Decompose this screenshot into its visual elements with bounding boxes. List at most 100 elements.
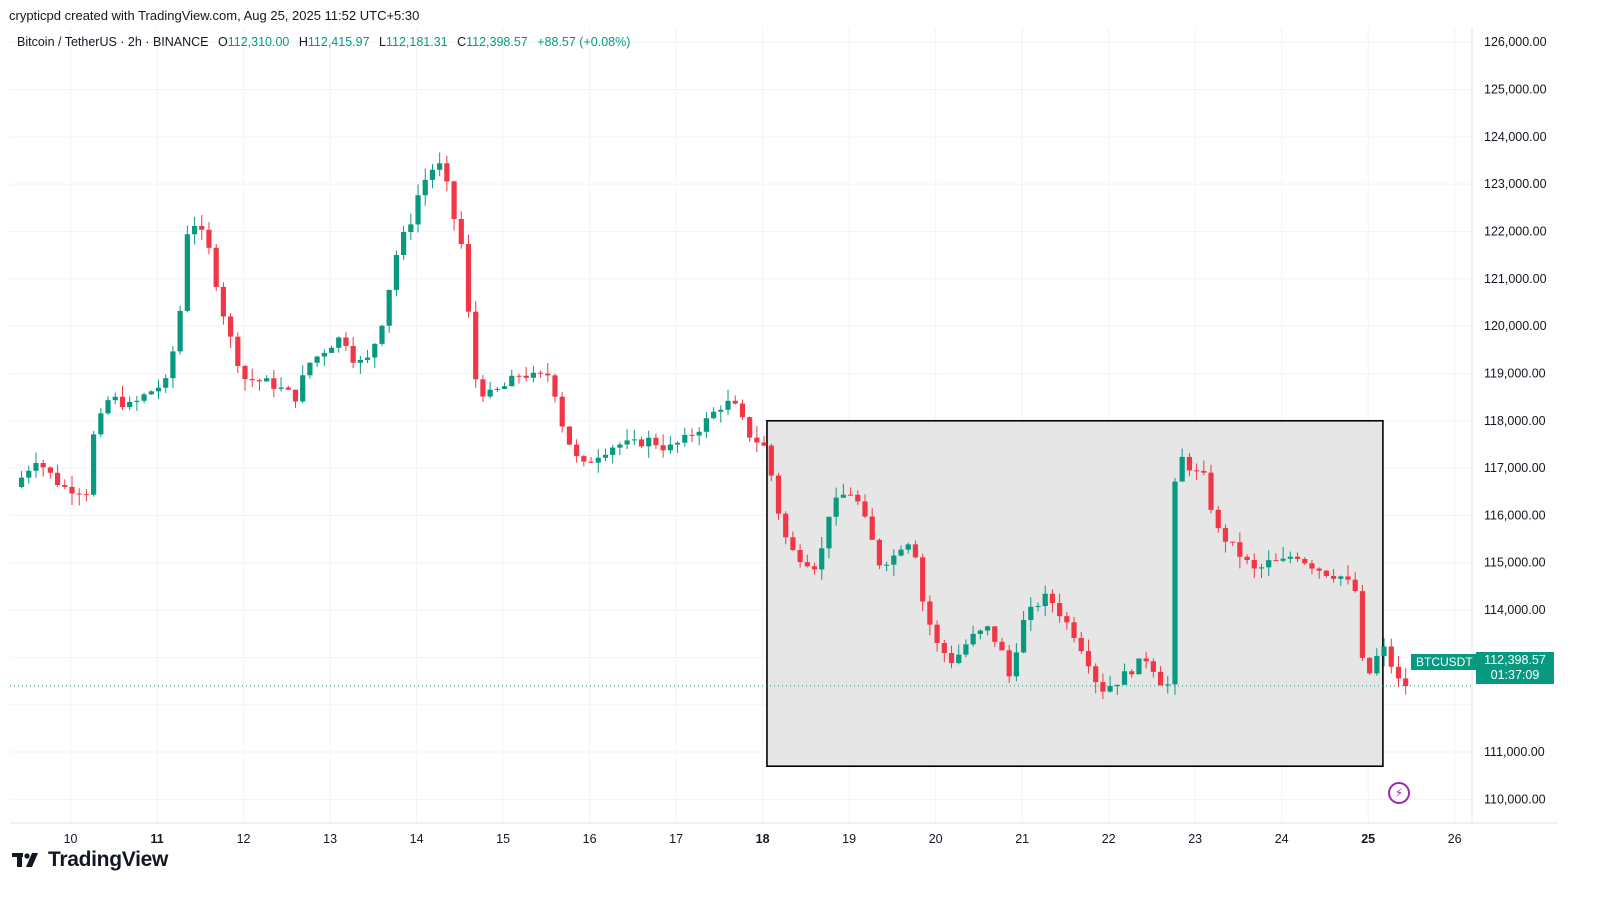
candle-body (328, 347, 335, 353)
candle-body (783, 513, 789, 538)
x-tick-label: 13 (323, 832, 337, 846)
x-tick-label: 24 (1275, 832, 1289, 846)
candle-body (963, 644, 969, 655)
candle-body (91, 434, 97, 495)
candle-body (1057, 603, 1063, 617)
candle-body (422, 179, 428, 196)
candle-body (761, 442, 767, 446)
candle-body (1179, 456, 1185, 482)
candle-body (119, 396, 126, 408)
candle-body (1042, 593, 1048, 607)
y-tick-label: 120,000.00 (1484, 319, 1547, 333)
candle-body (552, 375, 558, 397)
candle-body (956, 654, 962, 664)
candle-body (1330, 575, 1337, 579)
legend-symbol[interactable]: Bitcoin / TetherUS · 2h · BINANCE (17, 35, 209, 49)
legend-low-value: 112,181.31 (385, 35, 448, 49)
candle-body (1129, 671, 1135, 675)
candle-body (105, 400, 111, 414)
candle-body (1165, 684, 1171, 686)
candle-body (98, 413, 104, 435)
candle-body (1237, 542, 1243, 557)
candle-body (357, 359, 363, 363)
candle-body (790, 537, 796, 551)
candle-body (26, 470, 32, 478)
candle-body (437, 163, 443, 170)
candle-body (69, 486, 75, 494)
y-tick-label: 122,000.00 (1484, 224, 1547, 238)
candle-body (855, 494, 861, 502)
candle-body (725, 400, 731, 410)
last-price-value: 112,398.57 (1484, 653, 1546, 667)
candle-body (191, 225, 198, 235)
candlestick-chart[interactable]: 110,000.00111,000.00113,000.00114,000.00… (10, 28, 1558, 853)
tradingview-logo[interactable]: TradingView (12, 848, 168, 872)
candle-body (862, 501, 868, 517)
candle-body (1345, 576, 1351, 580)
legend-high-value: 112,415.97 (307, 35, 370, 49)
candle-body (264, 378, 270, 382)
candle-body (1323, 570, 1329, 576)
candle-body (364, 357, 371, 360)
candle-body (307, 362, 313, 376)
chart-area[interactable]: 110,000.00111,000.00113,000.00114,000.00… (10, 28, 1558, 853)
candle-body (977, 630, 983, 634)
candle-body (1186, 456, 1193, 471)
candle-body (826, 516, 832, 549)
candle-body (1006, 650, 1012, 677)
candle-body (1215, 509, 1221, 529)
candle-body (811, 566, 818, 570)
x-tick-label: 14 (410, 832, 424, 846)
ohlc-legend[interactable]: Bitcoin / TetherUS · 2h · BINANCE O112,3… (17, 35, 630, 49)
candle-body (1150, 661, 1156, 672)
candle-body (689, 434, 695, 436)
candle-body (869, 516, 875, 540)
candle-body (1381, 646, 1387, 656)
candle-body (314, 356, 320, 363)
y-tick-label: 119,000.00 (1484, 366, 1546, 380)
candle-body (1309, 563, 1315, 569)
candle-body (624, 440, 630, 445)
candle-body (847, 494, 854, 496)
candle-body (278, 387, 284, 389)
candle-body (444, 163, 450, 182)
candle-body (646, 437, 652, 447)
x-tick-label: 10 (64, 832, 78, 846)
candle-body (40, 463, 46, 468)
candle-body (206, 229, 212, 248)
legend-open-value: 112,310.00 (227, 35, 290, 49)
x-tick-label: 21 (1015, 832, 1029, 846)
candle-body (465, 244, 472, 312)
candle-body (876, 539, 883, 566)
candle-body (1208, 472, 1214, 510)
candle-body (920, 557, 926, 602)
x-tick-label: 18 (756, 832, 770, 846)
candle-body (47, 467, 53, 473)
candle-body (559, 396, 565, 427)
candle-body (227, 316, 234, 337)
x-tick-label: 15 (496, 832, 510, 846)
candle-body (321, 352, 327, 357)
candle-body (112, 396, 118, 401)
candle-body (473, 311, 479, 380)
x-tick-label: 25 (1361, 832, 1375, 846)
candle-body (62, 485, 68, 487)
x-tick-label: 23 (1188, 832, 1202, 846)
candle-body (595, 457, 601, 463)
candle-body (451, 181, 457, 219)
candle-body (300, 375, 306, 402)
candle-body (840, 494, 846, 498)
candle-body (1374, 655, 1380, 674)
candle-body (127, 401, 133, 408)
candle-body (285, 387, 291, 390)
candle-body (33, 463, 39, 471)
candle-body (1085, 651, 1092, 667)
x-tick-label: 17 (669, 832, 683, 846)
candle-body (292, 389, 299, 402)
lightning-icon[interactable]: ⚡ (1388, 782, 1410, 804)
candle-body (1302, 559, 1308, 564)
candle-body (1258, 567, 1265, 569)
candle-body (588, 461, 594, 463)
candle-body (1049, 593, 1056, 604)
candle-body (970, 633, 976, 645)
